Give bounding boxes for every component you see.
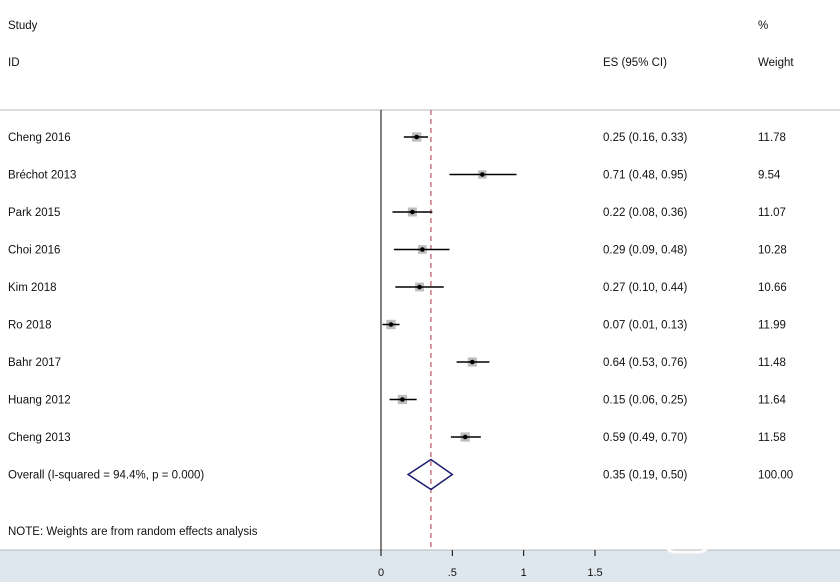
watermark-text: 医咖会: [720, 517, 798, 547]
note-text: NOTE: Weights are from random effects an…: [8, 526, 258, 538]
x-tick-label: 1.5: [587, 567, 602, 579]
study-es-ci: 0.07 (0.01, 0.13): [603, 320, 688, 332]
study-name: Huang 2012: [8, 395, 71, 407]
x-tick-label: 1: [521, 567, 527, 579]
study-row: Huang 2012 0.15 (0.06, 0.25) 11.64: [8, 395, 787, 407]
study-row: Kim 2018 0.27 (0.10, 0.44) 10.66: [8, 282, 787, 294]
watermark-logo: 医咖会: [663, 506, 798, 554]
study-weight: 11.64: [758, 395, 787, 407]
study-name: Cheng 2016: [8, 132, 71, 144]
study-name: Kim 2018: [8, 282, 57, 294]
axis-band: [0, 550, 840, 582]
study-weight: 11.48: [758, 357, 786, 369]
study-name: Cheng 2013: [8, 432, 71, 444]
study-row: Park 2015 0.22 (0.08, 0.36) 11.07: [8, 207, 786, 219]
study-name: Ro 2018: [8, 320, 51, 332]
overall-weight: 100.00: [758, 470, 793, 482]
point-estimate: [470, 359, 475, 365]
study-name: Park 2015: [8, 207, 60, 219]
study-weight: 10.28: [758, 245, 787, 257]
study-weight: 11.78: [758, 132, 786, 144]
point-estimate: [462, 434, 468, 440]
study-weight: 11.99: [758, 320, 786, 332]
header-weight: Weight: [758, 57, 794, 69]
point-estimate: [410, 209, 415, 215]
study-row: Bahr 2017 0.64 (0.53, 0.76) 11.48: [8, 357, 786, 369]
study-row: Cheng 2013 0.59 (0.49, 0.70) 11.58: [8, 432, 786, 444]
point-estimate: [400, 397, 405, 402]
study-name: Choi 2016: [8, 245, 60, 257]
study-weight: 9.54: [758, 170, 781, 182]
point-estimate: [420, 247, 425, 252]
x-tick-label: 0: [378, 567, 384, 579]
point-estimate: [388, 322, 394, 327]
study-es-ci: 0.64 (0.53, 0.76): [603, 357, 688, 369]
header-es: ES (95% CI): [603, 57, 667, 69]
study-row: Ro 2018 0.07 (0.01, 0.13) 11.99: [8, 320, 786, 332]
study-name: Bahr 2017: [8, 357, 61, 369]
x-tick-label: .5: [448, 567, 457, 579]
study-es-ci: 0.15 (0.06, 0.25): [603, 395, 688, 407]
study-es-ci: 0.29 (0.09, 0.48): [603, 245, 688, 257]
overall-row: Overall (I-squared = 94.4%, p = 0.000) 0.…: [8, 458, 793, 491]
point-estimate: [414, 134, 419, 140]
header-study: Study: [8, 20, 38, 32]
study-weight: 11.07: [758, 207, 786, 219]
overall-label: Overall (I-squared = 94.4%, p = 0.000): [8, 470, 204, 482]
study-es-ci: 0.22 (0.08, 0.36): [603, 207, 688, 219]
header-percent: %: [758, 20, 768, 32]
study-name: Bréchot 2013: [8, 170, 76, 182]
study-es-ci: 0.59 (0.49, 0.70): [603, 432, 688, 444]
study-es-ci: 0.25 (0.16, 0.33): [603, 132, 688, 144]
point-estimate: [417, 284, 422, 290]
study-row: Choi 2016 0.29 (0.09, 0.48) 10.28: [8, 245, 787, 257]
study-weight: 10.66: [758, 282, 787, 294]
study-es-ci: 0.71 (0.48, 0.95): [603, 170, 688, 182]
study-row: Bréchot 2013 0.71 (0.48, 0.95) 9.54: [8, 170, 781, 182]
overall-diamond: [406, 458, 454, 491]
study-weight: 11.58: [758, 432, 786, 444]
header-id: ID: [8, 57, 20, 69]
point-estimate: [479, 172, 485, 177]
study-es-ci: 0.27 (0.10, 0.44): [603, 282, 688, 294]
study-row: Cheng 2016 0.25 (0.16, 0.33) 11.78: [8, 132, 786, 144]
overall-es-ci: 0.35 (0.19, 0.50): [603, 470, 688, 482]
